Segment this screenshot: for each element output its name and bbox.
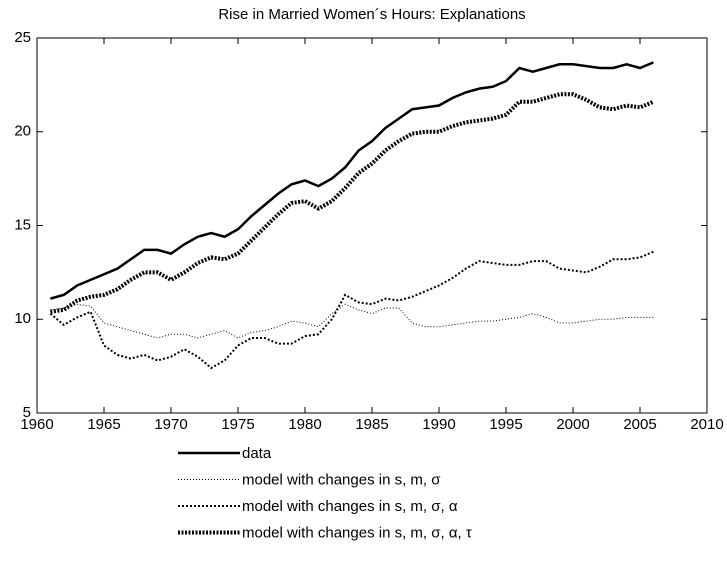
series-line — [50, 303, 654, 339]
x-tick-label: 1960 — [20, 416, 53, 433]
y-tick-label: 10 — [14, 310, 31, 327]
legend-label: model with changes in s, m, σ, α — [242, 498, 458, 515]
x-tick-label: 1975 — [221, 416, 254, 433]
chart-title: Rise in Married Women´s Hours: Explanati… — [218, 6, 525, 23]
x-tick-label: 1985 — [355, 416, 388, 433]
x-tick-label: 2005 — [623, 416, 656, 433]
y-tick-label: 15 — [14, 216, 31, 233]
x-tick-label: 1970 — [154, 416, 187, 433]
legend-label: model with changes in s, m, σ, α, τ — [242, 524, 472, 541]
x-tick-label: 2010 — [690, 416, 723, 433]
x-tick-label: 1995 — [489, 416, 522, 433]
series-line — [50, 92, 655, 314]
y-tick-label: 5 — [23, 404, 31, 421]
y-tick-label: 25 — [14, 29, 31, 46]
x-tick-label: 1990 — [422, 416, 455, 433]
y-tick-label: 20 — [14, 123, 31, 140]
x-tick-label: 1965 — [87, 416, 120, 433]
series-line — [50, 61, 654, 300]
x-tick-label: 2000 — [556, 416, 589, 433]
series-line — [49, 250, 654, 370]
legend-label: model with changes in s, m, σ — [242, 471, 441, 488]
x-tick-label: 1980 — [288, 416, 321, 433]
legend-label: data — [242, 445, 272, 462]
